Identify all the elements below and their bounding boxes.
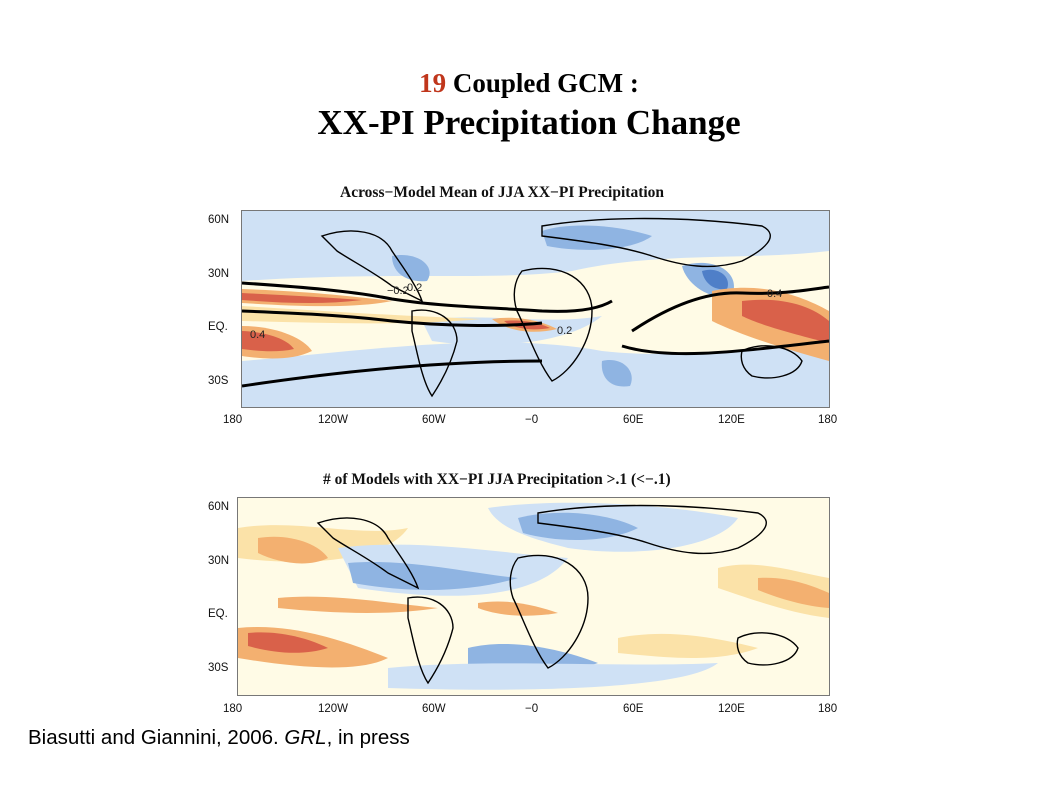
slide-subtitle: XX-PI Precipitation Change <box>317 103 741 142</box>
map1-coast-northamerica <box>320 230 424 303</box>
map1-shade-north <box>242 211 829 281</box>
slide-title: 19 Coupled GCM : <box>0 68 1058 99</box>
map1-lon-180e: 180 <box>818 414 838 426</box>
map1-lon-60e: 60E <box>623 414 644 426</box>
map2-lat-30s: 30S <box>208 662 229 674</box>
map1-plot: −0.2 0.4 0.4 0.2 0.2 <box>241 210 830 408</box>
map1-lon-180w: 180 <box>223 414 243 426</box>
map2-lat-60n: 60N <box>208 501 230 513</box>
map1-lon-120e: 120E <box>718 414 745 426</box>
map2-lon-120e: 120E <box>718 703 745 715</box>
citation-suffix: , in press <box>326 726 410 749</box>
map1-lat-30s: 30S <box>208 375 229 387</box>
map2-coast-eurasia <box>537 504 767 555</box>
map1-title: Across−Model Mean of JJA XX−PI Precipita… <box>340 184 665 201</box>
map2-wet-southpacific-core <box>248 632 328 653</box>
map2-coast-northamerica <box>316 517 420 590</box>
map2-plot <box>237 497 830 696</box>
map1-wet-pacific-north-core <box>242 293 362 304</box>
map2-lon-180e: 180 <box>818 703 838 715</box>
map2-wet-westpacific-core <box>758 577 829 608</box>
map1-lon-60w: 60W <box>422 414 446 426</box>
map1-lon-0: −0 <box>525 414 539 426</box>
map2-wet-eq-east <box>278 596 438 613</box>
map1-coast-australia <box>740 345 803 379</box>
map1-lat-60n: 60N <box>208 214 230 226</box>
map2-wet-indian <box>618 633 758 658</box>
map1-contour-north <box>242 281 613 313</box>
map1-wet-pacific-south-core <box>242 331 294 352</box>
map1-wet-light-band <box>242 306 482 324</box>
citation: Biasutti and Giannini, 2006. GRL, in pre… <box>28 726 410 750</box>
map2-lat-30n: 30N <box>208 555 230 567</box>
map1-wet-westpacific-core <box>742 299 829 343</box>
map1-contour-southern <box>242 359 543 388</box>
map1-contour-south <box>242 309 543 327</box>
map1-shade-tropics <box>422 316 602 345</box>
map1-contour-label: −0.2 <box>387 285 409 297</box>
map1-dry-madagascar <box>601 360 632 387</box>
title-text: Coupled GCM : <box>446 68 639 98</box>
map1-dry-europe <box>542 225 652 250</box>
map1-contour-east-south <box>621 339 829 356</box>
map1-lat-30n: 30N <box>208 268 230 280</box>
map1-coast-africa <box>513 267 593 382</box>
citation-prefix: Biasutti and Giannini, 2006. <box>28 726 285 749</box>
map2-dry-southern-ocean <box>388 663 718 690</box>
map2-lon-60w: 60W <box>422 703 446 715</box>
map1-shade-south <box>242 342 829 407</box>
map1-contour-label: 0.2 <box>557 325 572 337</box>
map2-coast-australia <box>736 632 799 666</box>
map1-svg: −0.2 0.4 0.4 0.2 0.2 <box>242 211 829 407</box>
map1-coast-southamerica <box>411 309 458 398</box>
citation-journal: GRL <box>284 726 327 749</box>
map2-coast-southamerica <box>407 596 454 685</box>
map2-lon-60e: 60E <box>623 703 644 715</box>
map1-coast-eurasia <box>541 217 771 268</box>
title-number: 19 <box>419 68 447 98</box>
map1-lon-120w: 120W <box>318 414 349 426</box>
map2-lat-eq: EQ. <box>208 608 228 620</box>
map2-dry-atlantic-core <box>348 561 518 590</box>
map1-contour-east <box>631 285 829 333</box>
map2-lon-120w: 120W <box>318 703 349 715</box>
map1-dry-mexico <box>392 255 430 282</box>
map2-coast-africa <box>509 554 589 669</box>
map1-lat-eq: EQ. <box>208 321 228 333</box>
map2-wet-northpacific-core <box>258 536 328 564</box>
map2-svg <box>238 498 829 695</box>
map2-lon-0: −0 <box>525 703 539 715</box>
map2-lon-180w: 180 <box>223 703 243 715</box>
map1-contour-label: 0.2 <box>407 282 422 294</box>
map1-contour-label: 0.4 <box>250 329 265 341</box>
map1-contour-label: 0.4 <box>767 288 782 300</box>
map2-title: # of Models with XX−PI JJA Precipitation… <box>323 471 671 488</box>
map1-dry-core <box>702 269 728 290</box>
